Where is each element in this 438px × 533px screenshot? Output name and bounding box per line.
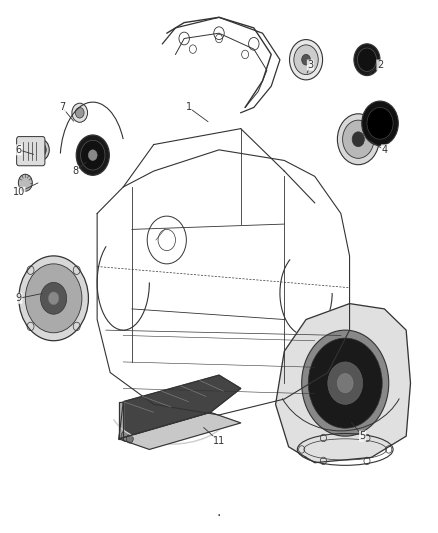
Circle shape [352,132,364,147]
Circle shape [302,54,311,65]
Circle shape [354,44,380,76]
Text: 5: 5 [360,431,366,441]
Circle shape [19,256,88,341]
Text: 3: 3 [307,60,314,70]
Circle shape [75,108,84,118]
Text: 8: 8 [72,166,78,176]
Circle shape [337,114,379,165]
Circle shape [367,108,393,139]
Text: 9: 9 [16,293,22,303]
Circle shape [302,330,389,436]
Circle shape [32,139,49,160]
Circle shape [343,120,374,158]
Circle shape [48,292,59,305]
Circle shape [328,362,363,405]
Circle shape [337,374,353,393]
Text: ·: · [217,508,221,523]
Circle shape [18,174,32,191]
Circle shape [35,143,46,157]
FancyBboxPatch shape [17,136,45,166]
Circle shape [362,101,398,146]
Text: 2: 2 [377,60,383,70]
Polygon shape [119,375,241,439]
Circle shape [41,282,67,314]
Polygon shape [119,413,241,449]
Text: 6: 6 [16,145,22,155]
Circle shape [25,264,82,333]
Circle shape [126,434,133,443]
Text: 7: 7 [59,102,65,112]
Circle shape [76,135,110,175]
Circle shape [81,140,105,170]
Circle shape [121,431,130,441]
Circle shape [357,48,377,71]
Circle shape [308,338,382,428]
Polygon shape [276,304,410,463]
Text: 1: 1 [185,102,191,112]
Polygon shape [119,402,123,439]
Circle shape [294,45,318,75]
Circle shape [290,39,322,80]
Text: 10: 10 [13,187,25,197]
Circle shape [88,150,97,160]
Text: 11: 11 [213,437,225,447]
Circle shape [72,103,88,122]
Text: 4: 4 [381,145,388,155]
